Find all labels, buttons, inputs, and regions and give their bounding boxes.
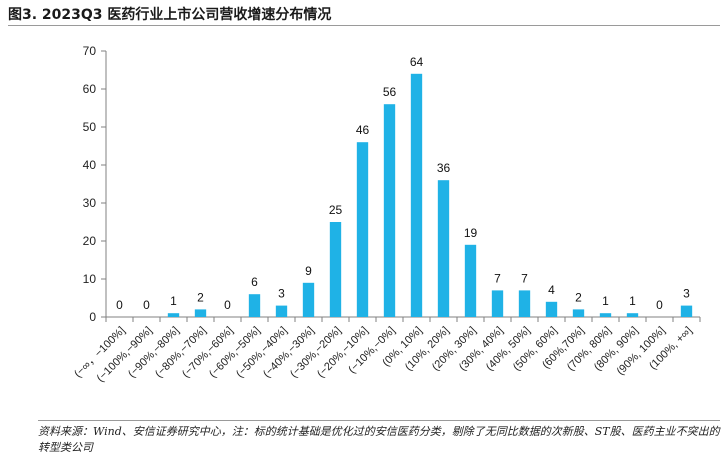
y-tick-label: 60 [83, 82, 97, 96]
bar [626, 313, 639, 317]
bar-value-label: 0 [656, 298, 663, 312]
bar [545, 301, 558, 317]
bar-value-label: 1 [602, 294, 609, 308]
bar-value-label: 2 [575, 290, 582, 304]
bar [410, 73, 423, 317]
bar-value-label: 0 [224, 298, 231, 312]
bar-value-label: 19 [464, 226, 478, 240]
bar-value-label: 6 [251, 275, 258, 289]
figure-title: 图3. 2023Q3 医药行业上市公司营收增速分布情况 [8, 7, 332, 23]
bar-value-label: 9 [305, 264, 312, 278]
bar [572, 309, 585, 317]
bar [302, 282, 315, 317]
category-labels: (−∞，−100%](−100%,−90%](−90%,−80%](−80%,−… [72, 325, 695, 385]
y-tick-label: 10 [83, 272, 97, 286]
bar-value-label: 56 [383, 85, 397, 99]
bar [599, 313, 612, 317]
source-note: 资料来源：Wind、安信证券研究中心，注：标的统计基础是优化过的安信医药分类，剔… [38, 425, 720, 454]
bar [383, 104, 396, 317]
y-axis: 0 10 20 30 40 50 60 70 [83, 44, 107, 324]
y-tick-label: 20 [83, 234, 97, 248]
y-tick-label: 50 [83, 120, 97, 134]
bar-value-label: 25 [329, 203, 343, 217]
bar [518, 290, 531, 317]
x-axis [105, 316, 701, 322]
y-tick-label: 0 [89, 310, 96, 324]
bar [194, 309, 207, 317]
y-tick-label: 30 [83, 196, 97, 210]
bars [167, 73, 693, 317]
bar [248, 294, 261, 317]
y-tick-label: 40 [83, 158, 97, 172]
bar [437, 180, 450, 317]
bar-value-label: 2 [197, 290, 204, 304]
bar-value-label: 64 [410, 55, 424, 69]
bar-value-label: 46 [356, 123, 370, 137]
bar-value-label: 3 [278, 287, 285, 301]
title-divider [8, 25, 720, 26]
data-labels: 0 0 1 2 0 6 3 9 25 46 56 64 36 19 7 7 4 2 1 1 0 3 [116, 55, 690, 312]
bar-value-label: 0 [143, 298, 150, 312]
bar [329, 222, 342, 317]
source-divider [38, 420, 720, 421]
bar [464, 244, 477, 317]
bar [680, 305, 693, 317]
bar-value-label: 7 [494, 271, 501, 285]
bar [167, 313, 180, 317]
bar-value-label: 7 [521, 271, 528, 285]
bar-value-label: 1 [170, 294, 177, 308]
bar-value-label: 4 [548, 283, 555, 297]
bar-value-label: 3 [683, 287, 690, 301]
bar [491, 290, 504, 317]
bar-value-label: 0 [116, 298, 123, 312]
bar-value-label: 36 [437, 161, 451, 175]
y-tick-label: 70 [83, 44, 97, 58]
bar [356, 142, 369, 317]
bar-value-label: 1 [629, 294, 636, 308]
bar [275, 305, 288, 317]
